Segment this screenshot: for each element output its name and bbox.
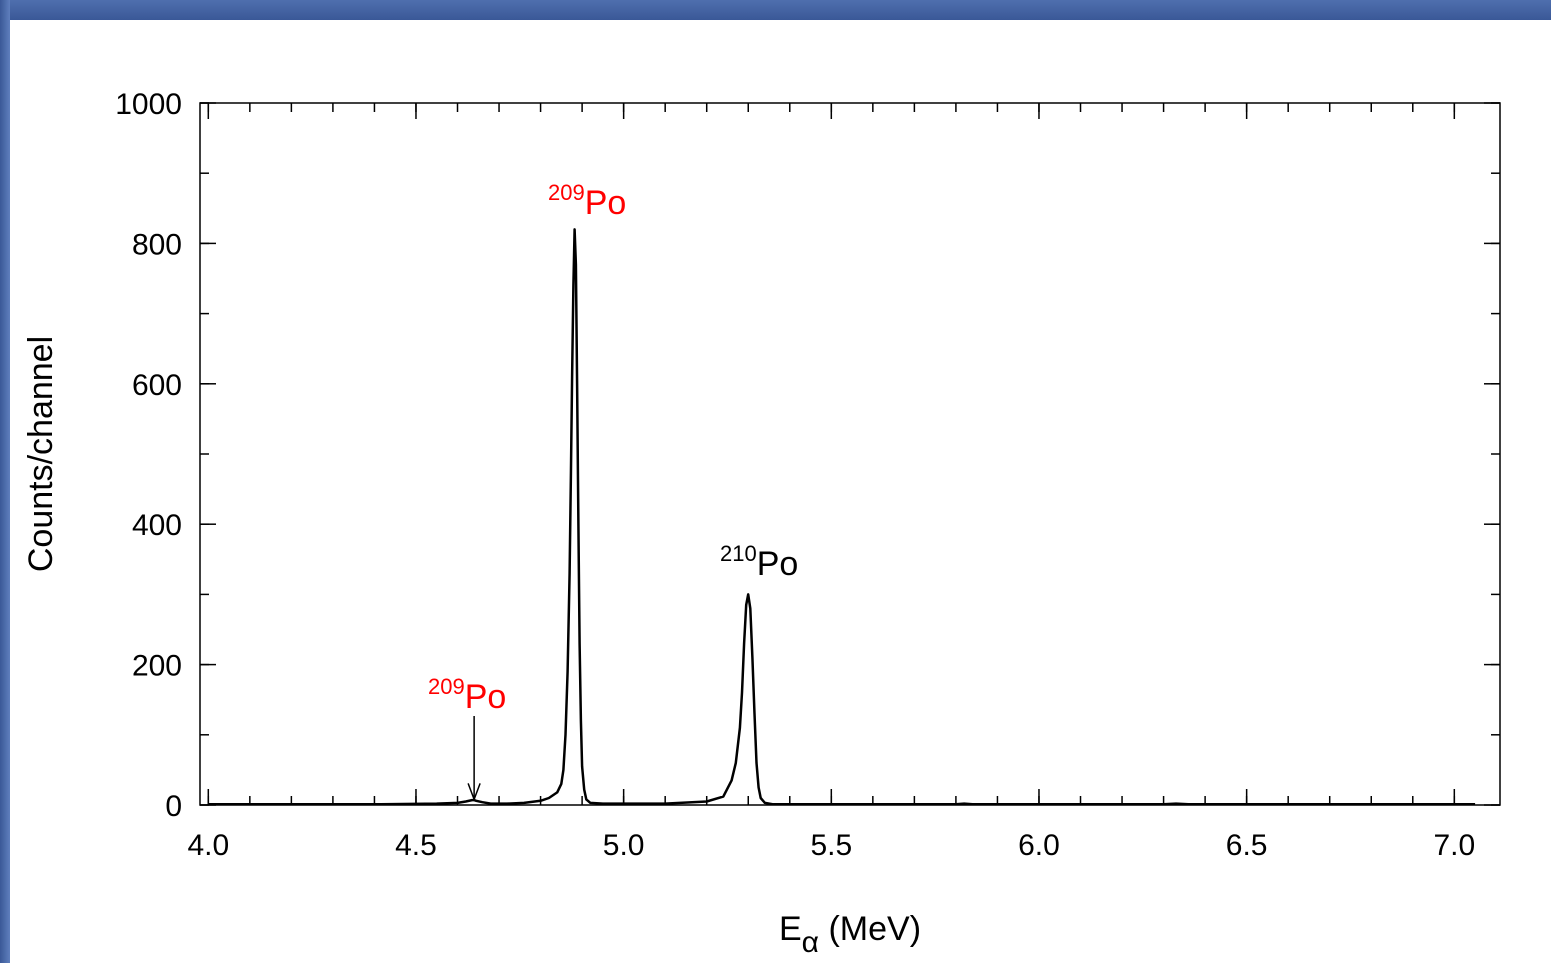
annotation-po210-mass: 210	[720, 541, 757, 566]
slide-left-border	[0, 0, 10, 963]
x-tick-label: 4.0	[187, 829, 229, 862]
y-tick-label: 400	[132, 509, 182, 542]
x-axis-title-main: E	[779, 910, 802, 948]
x-tick-label: 5.5	[810, 829, 852, 862]
y-axis-title: Counts/channel	[22, 336, 60, 572]
annotation-po209-small-peak: 209Po	[428, 674, 506, 716]
annotation-po209-main-peak: 209Po	[548, 180, 626, 222]
annotation-po209-main-symbol: Po	[585, 184, 627, 222]
annotation-po210-peak: 210Po	[720, 541, 798, 583]
x-tick-label: 5.0	[603, 829, 645, 862]
x-tick-label: 6.0	[1018, 829, 1060, 862]
y-tick-label: 600	[132, 369, 182, 402]
annotation-po209-main-mass: 209	[548, 180, 585, 205]
y-tick-label: 800	[132, 228, 182, 261]
axis-tick-labels: 4.0 4.5 5.0 5.5 6.0 6.5 7.0 0 200 400 600 800 1000	[115, 88, 1475, 862]
y-tick-label: 0	[165, 790, 182, 823]
x-tick-label: 4.5	[395, 829, 437, 862]
x-axis-title-subscript: α	[802, 926, 819, 959]
spectrum-line	[208, 228, 1476, 806]
annotation-arrowhead	[467, 783, 481, 802]
annotation-po209-small-mass: 209	[428, 674, 465, 699]
annotation-po209-small-symbol: Po	[465, 678, 507, 716]
plot-frame	[199, 102, 1501, 806]
slide-top-border	[0, 0, 1551, 20]
x-axis-title: Eα (MeV)	[779, 910, 921, 959]
x-tick-label: 7.0	[1433, 829, 1475, 862]
y-tick-label: 200	[132, 650, 182, 683]
axis-ticks	[200, 102, 1500, 806]
x-axis-title-unit: (MeV)	[819, 910, 921, 948]
x-tick-label: 6.5	[1226, 829, 1268, 862]
annotation-po210-symbol: Po	[757, 545, 799, 583]
y-tick-label: 1000	[115, 88, 182, 121]
